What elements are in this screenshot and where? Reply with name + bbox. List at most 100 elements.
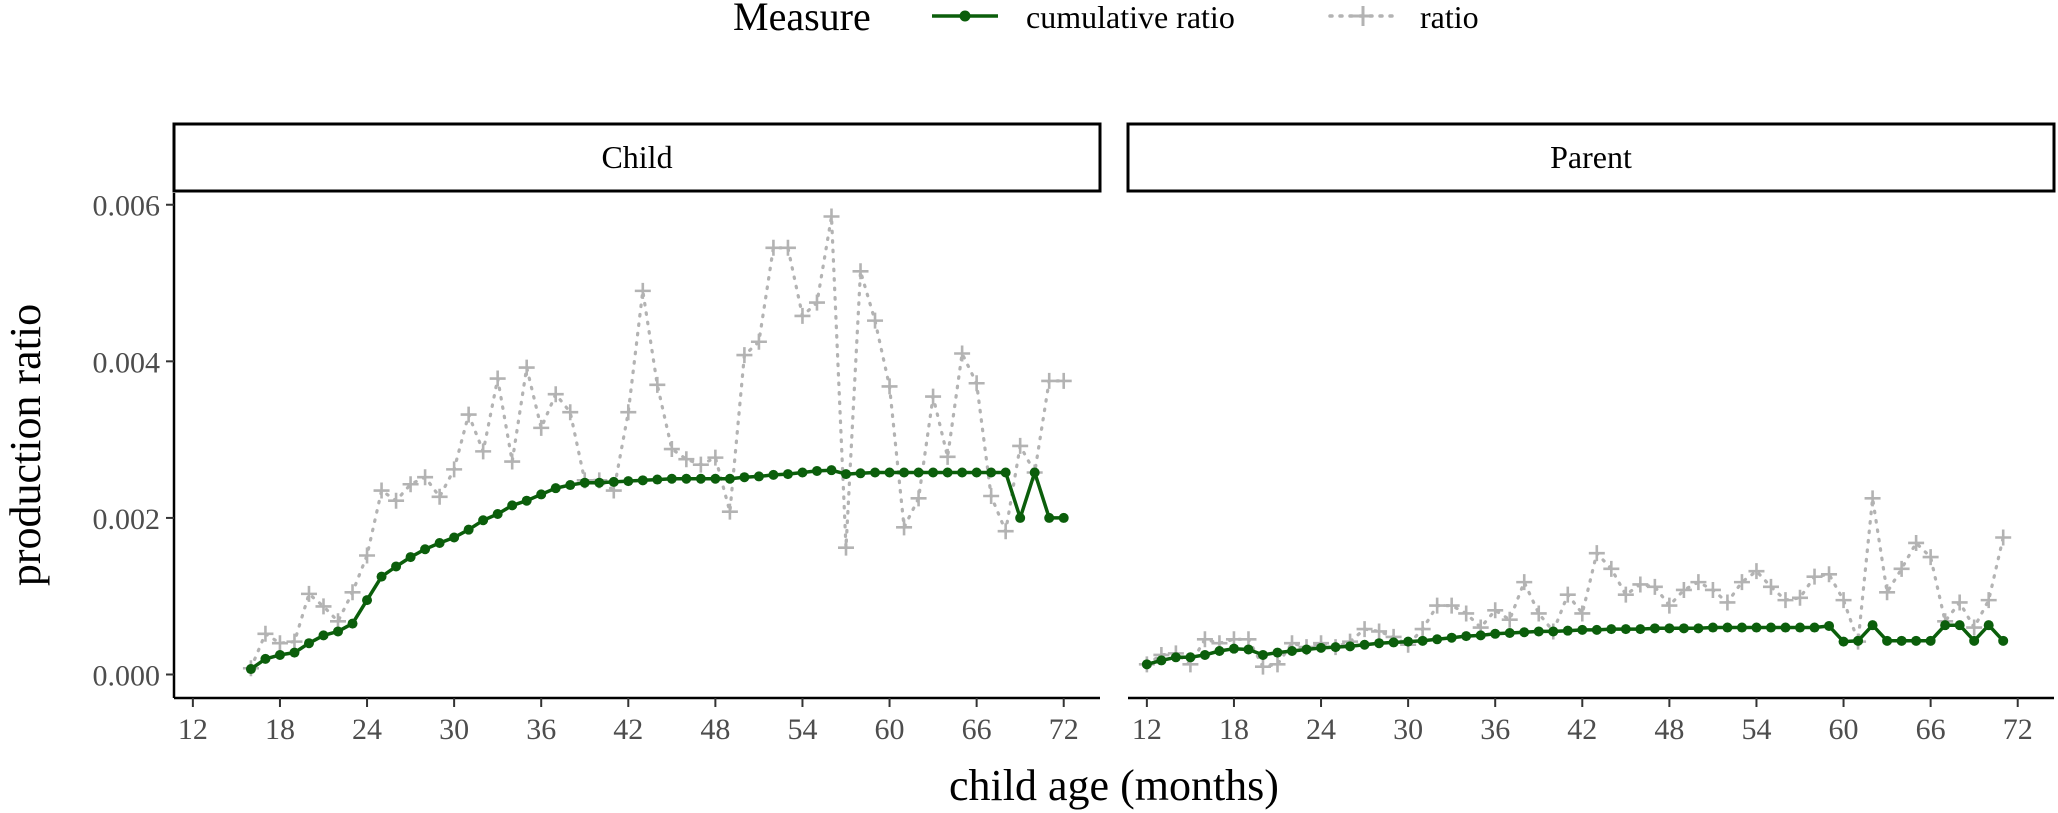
ratio-point xyxy=(1908,534,1925,551)
cumulative-point xyxy=(303,638,314,649)
y-tick-label: 0.004 xyxy=(93,346,161,379)
ratio-point xyxy=(315,598,332,615)
cumulative-point xyxy=(1736,622,1747,633)
cumulative-point xyxy=(1058,512,1069,523)
x-tick-label: 48 xyxy=(1654,713,1684,746)
ratio-point xyxy=(1864,490,1881,507)
x-tick-label: 72 xyxy=(2003,713,2033,746)
cumulative-point xyxy=(1548,626,1559,637)
ratio-point xyxy=(649,376,666,393)
cumulative-point xyxy=(1272,647,1283,658)
ratio-point xyxy=(765,239,782,256)
cumulative-point xyxy=(1664,623,1675,634)
ratio-point xyxy=(489,370,506,387)
ratio-point xyxy=(997,523,1014,540)
cumulative-point xyxy=(1044,512,1055,523)
cumulative-point xyxy=(1301,644,1312,655)
ratio-point xyxy=(954,345,971,362)
x-tick-label: 54 xyxy=(787,713,817,746)
cumulative-point xyxy=(1199,649,1210,660)
ratio-point xyxy=(1893,560,1910,577)
cumulative-point xyxy=(710,473,721,484)
cumulative-point xyxy=(1882,635,1893,646)
cumulative-point xyxy=(245,664,256,675)
cumulative-point xyxy=(1591,624,1602,635)
x-tick-label: 36 xyxy=(1480,713,1510,746)
x-tick-label: 36 xyxy=(526,713,556,746)
ratio-point xyxy=(504,453,521,470)
cumulative-point xyxy=(870,467,881,478)
legend-title: Measure xyxy=(733,0,871,39)
cumulative-point xyxy=(1359,639,1370,650)
cumulative-point xyxy=(826,465,837,476)
x-tick-label: 30 xyxy=(439,713,469,746)
cumulative-point xyxy=(1243,644,1254,655)
legend-label-ratio: ratio xyxy=(1420,0,1479,35)
cumulative-point xyxy=(449,532,460,543)
x-tick-label: 60 xyxy=(1829,713,1859,746)
ratio-point xyxy=(925,388,942,405)
cumulative-point xyxy=(1824,620,1835,631)
ratio-point xyxy=(1516,574,1533,591)
ratio-point xyxy=(446,461,463,478)
cumulative-point xyxy=(1838,636,1849,647)
cumulative-point xyxy=(376,571,387,582)
ratio-point xyxy=(1574,605,1591,622)
ratio-point xyxy=(402,476,419,493)
ratio-point xyxy=(475,443,492,460)
ratio-point xyxy=(1603,560,1620,577)
cumulative-point xyxy=(666,473,677,484)
strip-child-label: Child xyxy=(601,139,672,175)
cumulative-point xyxy=(1156,655,1167,666)
ratio-point xyxy=(257,625,274,642)
ratio-point xyxy=(1951,594,1968,611)
cumulative-point xyxy=(391,561,402,572)
cumulative-point xyxy=(1707,622,1718,633)
y-tick-label: 0.000 xyxy=(93,660,161,693)
ratio-point xyxy=(1041,372,1058,389)
ratio-point xyxy=(1356,621,1373,638)
legend: Measure cumulative ratio ratio xyxy=(733,0,1479,39)
strip-parent-label: Parent xyxy=(1550,139,1632,175)
ratio-point xyxy=(1501,611,1518,628)
cumulative-point xyxy=(681,473,692,484)
cumulative-point xyxy=(1417,635,1428,646)
legend-key-cumulative xyxy=(932,10,998,22)
cumulative-point xyxy=(1577,624,1588,635)
x-tick-label: 66 xyxy=(962,713,992,746)
cumulative-point xyxy=(1562,625,1573,636)
cumulative-point xyxy=(1693,623,1704,634)
cumulative-point xyxy=(1374,638,1385,649)
ratio-point xyxy=(1922,549,1939,566)
ratio-point xyxy=(1704,581,1721,598)
ratio-point xyxy=(721,503,738,520)
ratio-point xyxy=(1879,584,1896,601)
ratio-point xyxy=(1733,574,1750,591)
cumulative-point xyxy=(1257,649,1268,660)
cumulative-point xyxy=(768,469,779,480)
x-tick-label: 72 xyxy=(1049,713,1079,746)
ratio-point xyxy=(1055,372,1072,389)
cumulative-point xyxy=(1029,467,1040,478)
ratio-point xyxy=(359,547,376,564)
cumulative-point xyxy=(1896,635,1907,646)
cumulative-point xyxy=(1461,631,1472,642)
panel-child: 0.000 0.002 0.004 0.006 12 18 24 30 36 42 48 54 60 66… xyxy=(93,190,1100,746)
ratio-point xyxy=(1588,545,1605,562)
cumulative-point xyxy=(1911,635,1922,646)
cumulative-point xyxy=(565,480,576,491)
x-tick-label: 24 xyxy=(352,713,382,746)
ratio-point xyxy=(1966,619,1983,636)
x-tick-label: 60 xyxy=(875,713,905,746)
cumulative-point xyxy=(1141,659,1152,670)
y-tick-label: 0.006 xyxy=(93,190,161,223)
ratio-point xyxy=(1762,578,1779,595)
ratio-point xyxy=(634,282,651,299)
cumulative-point xyxy=(318,630,329,641)
legend-key-ratio xyxy=(1328,6,1398,26)
cumulative-point xyxy=(1475,630,1486,641)
x-axis-title: child age (months) xyxy=(949,761,1279,810)
cumulative-point xyxy=(1635,624,1646,635)
cumulative-point xyxy=(347,618,358,629)
